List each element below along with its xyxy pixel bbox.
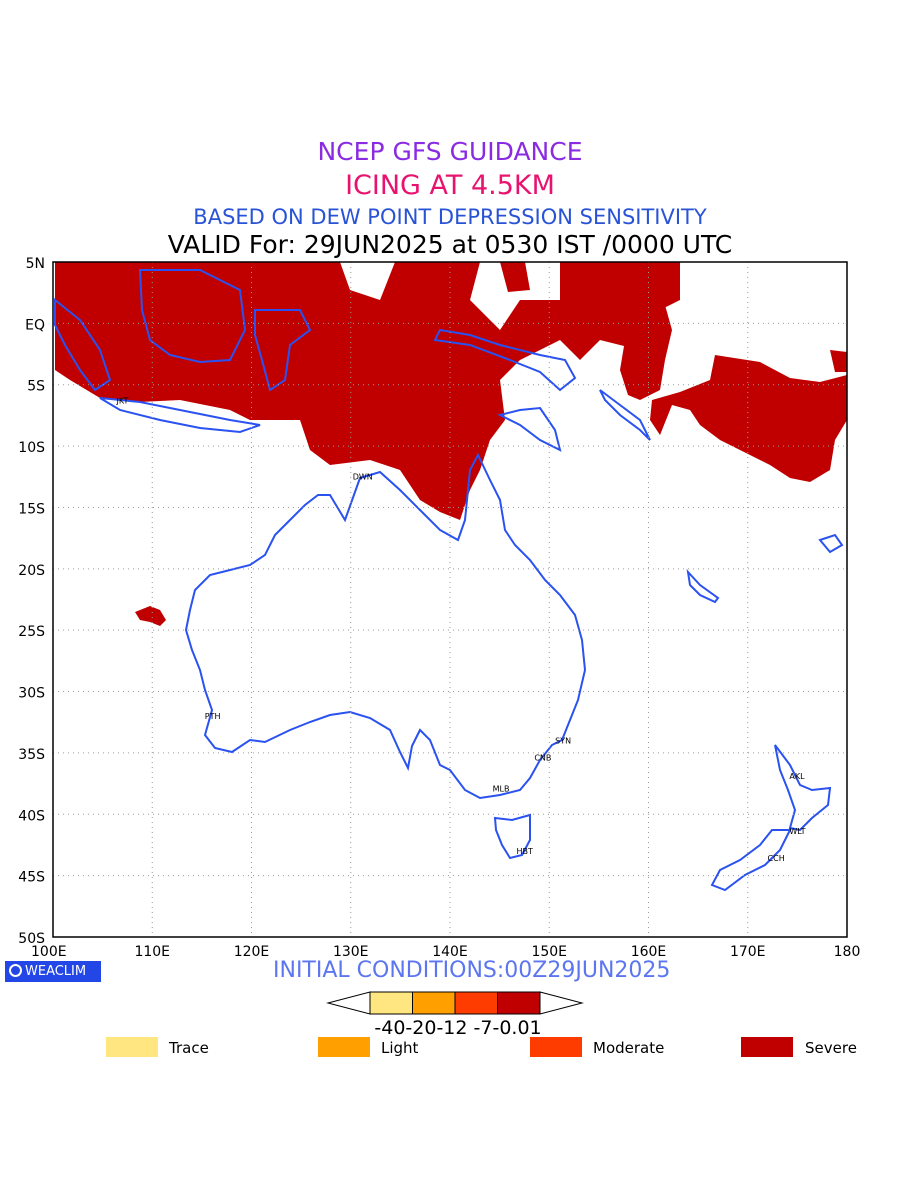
y-tick-label: 40S [18,808,45,824]
brand-label: WEACLIM [25,964,87,979]
weaclim-logo-icon [9,964,22,977]
icing-severe-areas [55,262,847,626]
city-label-wlt: WLT [789,827,805,836]
map-title: NCEP GFS GUIDANCE [317,137,583,166]
y-tick-label: 10S [18,440,45,456]
legend-label-severe: Severe [805,1039,857,1057]
valid-time: VALID For: 29JUN2025 at 0530 IST /0000 U… [167,230,733,259]
x-tick-label: 150E [531,944,567,960]
colorbar-bin [454,991,498,1015]
colorbar-right-arrow [539,991,584,1015]
y-tick-label: EQ [25,317,45,333]
legend-swatch-moderate [530,1037,582,1057]
y-tick-label: 25S [18,624,45,640]
x-tick-label: 130E [333,944,369,960]
city-label-mlb: MLB [493,784,510,793]
weaclim-badge: WEACLIM [5,961,101,982]
city-labels: JKT DWN PTH SYN CNB MLB HBT AKL WLT CCH [115,396,805,863]
x-tick-label: 180 [834,944,861,960]
x-tick-label: 170E [730,944,766,960]
x-tick-label: 160E [631,944,667,960]
city-label-pth: PTH [205,712,221,721]
city-label-syn: SYN [555,736,571,745]
city-label-jkt: JKT [115,396,128,405]
axis-tick-labels: 100E 110E 120E 130E 140E 150E 160E 170E 180 5N EQ 5… [18,256,860,960]
y-tick-label: 30S [18,686,45,702]
method-line: BASED ON DEW POINT DEPRESSION SENSITIVIT… [193,205,707,229]
y-tick-label: 20S [18,563,45,579]
city-label-hbt: HBT [516,847,533,856]
city-label-cch: CCH [768,854,785,863]
coastlines [54,269,844,892]
legend-swatch-severe [741,1037,793,1057]
map-frame [52,261,848,938]
map-subtitle: ICING AT 4.5KM [345,170,555,201]
x-tick-label: 110E [134,944,170,960]
city-label-akl: AKL [789,772,805,781]
city-label-dwn: DWN [353,473,373,482]
y-tick-label: 35S [18,747,45,763]
colorbar-bin [369,991,413,1015]
legend-label-light: Light [381,1039,419,1057]
legend-swatch-trace [106,1037,158,1057]
y-tick-label: 45S [18,870,45,886]
x-tick-label: 120E [234,944,270,960]
colorbar-bin [412,991,456,1015]
y-tick-label: 5N [26,256,45,272]
initial-conditions: INITIAL CONDITIONS:00Z29JUN2025 [273,958,671,983]
colorbar-thresholds: -40-20-12 -7-0.01 [374,1017,541,1039]
x-tick-label: 140E [432,944,468,960]
city-label-cnb: CNB [534,754,551,763]
x-tick-label: 100E [31,944,67,960]
colorbar-bin [497,991,541,1015]
y-tick-label: 5S [27,379,45,395]
legend-swatch-light [318,1037,370,1057]
y-tick-label: 15S [18,501,45,517]
y-tick-label: 50S [18,931,45,947]
legend-label-moderate: Moderate [593,1039,665,1057]
legend-label-trace: Trace [169,1039,209,1057]
colorbar-left-arrow [326,991,371,1015]
